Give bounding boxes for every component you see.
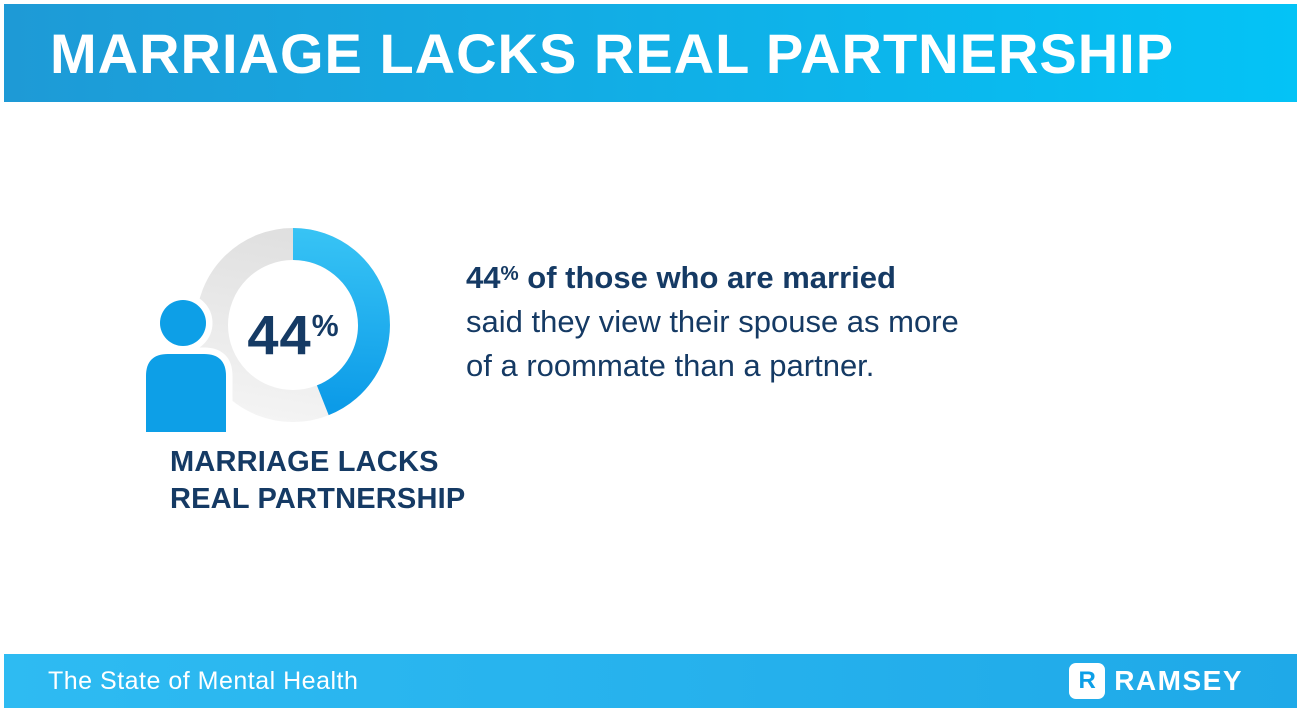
donut-arc — [292, 228, 390, 416]
ramsey-logo-icon: R — [1069, 663, 1106, 699]
statistic-text-block: 44% of those who are married said they v… — [466, 252, 959, 388]
person-head — [160, 300, 206, 346]
donut-percent-sign: % — [311, 310, 339, 343]
person-body — [146, 354, 226, 432]
statistic-percent-sign: % — [500, 262, 519, 285]
chart-caption-line2: REAL PARTNERSHIP — [170, 483, 466, 515]
statistic-line2: said they view their spouse as more — [466, 303, 959, 339]
statistic-headline-rest: of those who are married — [518, 259, 896, 295]
chart-caption: MARRIAGE LACKS REAL PARTNERSHIP — [170, 444, 465, 518]
donut-value: 44 — [247, 303, 312, 367]
ramsey-wordmark: RAMSEY — [1114, 665, 1243, 696]
ramsey-logo: R RAMSEY — [1069, 663, 1297, 699]
footer-bar: The State of Mental Health R RAMSEY — [4, 654, 1297, 708]
ramsey-logo-letter: R — [1078, 667, 1096, 694]
statistic-value: 44 — [466, 259, 501, 295]
donut-chart — [140, 228, 390, 432]
statistic-headline: 44% of those who are married — [466, 252, 959, 300]
footer-source-label: The State of Mental Health — [48, 666, 359, 695]
chart-caption-line1: MARRIAGE LACKS — [170, 446, 439, 478]
header-banner: MARRIAGE LACKS REAL PARTNERSHIP — [4, 4, 1297, 102]
page-title: MARRIAGE LACKS REAL PARTNERSHIP — [50, 21, 1175, 85]
donut-center-value: 44% — [203, 299, 383, 364]
statistic-line3: of a roommate than a partner. — [466, 347, 875, 383]
person-icon — [146, 300, 226, 432]
